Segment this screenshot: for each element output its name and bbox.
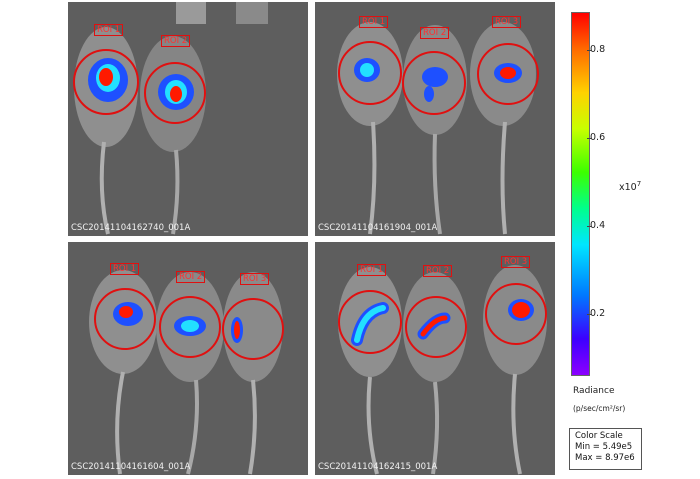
roi-tag[interactable]: ROI 1: [94, 24, 124, 36]
roi-tag[interactable]: ROI 1: [359, 16, 389, 28]
color-scale-max: Max = 8.97e6: [575, 453, 635, 463]
roi-circle[interactable]: [222, 298, 284, 360]
roi-tag[interactable]: ROI 2: [161, 35, 191, 47]
colorbar-exponent: x107: [619, 180, 641, 193]
panel-label: CSC20141104162740_001A: [71, 223, 191, 233]
roi-circle[interactable]: [405, 296, 467, 358]
panel-label: CSC20141104161604_001A: [71, 462, 191, 472]
colorbar-tick: 0.4: [586, 220, 606, 231]
exponent-power: 7: [636, 180, 642, 188]
roi-tag[interactable]: ROI 3: [492, 16, 522, 28]
roi-tag[interactable]: ROI 2: [176, 271, 206, 283]
colorbar-tick: 0.8: [586, 44, 606, 55]
mouse-scene-4: [338, 265, 547, 475]
color-scale-min: Min = 5.49e5: [575, 442, 633, 452]
roi-circle[interactable]: [402, 51, 466, 115]
color-scale-box: Color Scale Min = 5.49e5 Max = 8.97e6: [569, 428, 642, 470]
roi-tag[interactable]: ROI 1: [110, 263, 140, 275]
colorbar-title: Radiance: [573, 386, 615, 396]
roi-circle[interactable]: [485, 283, 547, 345]
mouse-scene-3: [89, 270, 284, 475]
roi-tag[interactable]: ROI 1: [357, 264, 387, 276]
roi-circle[interactable]: [159, 296, 221, 358]
image-panel-4[interactable]: ROI 1 ROI 2 ROI 3 CSC20141104162415_001A: [315, 242, 555, 475]
colorbar-unit: (p/sec/cm²/sr): [573, 404, 626, 413]
image-panel-2[interactable]: ROI 1 ROI 2 ROI 3 CSC20141104161904_001A: [315, 2, 555, 236]
panel-label: CSC20141104161904_001A: [318, 223, 438, 233]
roi-tag[interactable]: ROI 3: [501, 256, 531, 268]
colorbar-tick: 0.2: [586, 308, 606, 319]
roi-circle[interactable]: [338, 41, 402, 105]
roi-circle[interactable]: [73, 49, 139, 115]
mouse-scene-2: [337, 22, 539, 235]
roi-circle[interactable]: [477, 43, 539, 105]
exponent-base: x10: [619, 182, 637, 194]
panel-label: CSC20141104162415_001A: [318, 462, 438, 472]
colorbar-tick: 0.6: [586, 132, 606, 143]
radiance-color-bar: [571, 12, 590, 376]
roi-circle[interactable]: [144, 62, 206, 124]
roi-tag[interactable]: ROI 2: [423, 265, 453, 277]
color-scale-title: Color Scale: [575, 431, 623, 441]
image-panel-3[interactable]: ROI 1 ROI 2 ROI 3 CSC20141104161604_001A: [68, 242, 308, 475]
roi-circle[interactable]: [94, 288, 156, 350]
image-panel-1[interactable]: ROI 1 ROI 2 CSC20141104162740_001A: [68, 2, 308, 236]
roi-circle[interactable]: [338, 290, 402, 354]
mouse-scene-1: [73, 2, 268, 235]
roi-tag[interactable]: ROI 2: [420, 27, 450, 39]
roi-tag[interactable]: ROI 3: [240, 273, 270, 285]
